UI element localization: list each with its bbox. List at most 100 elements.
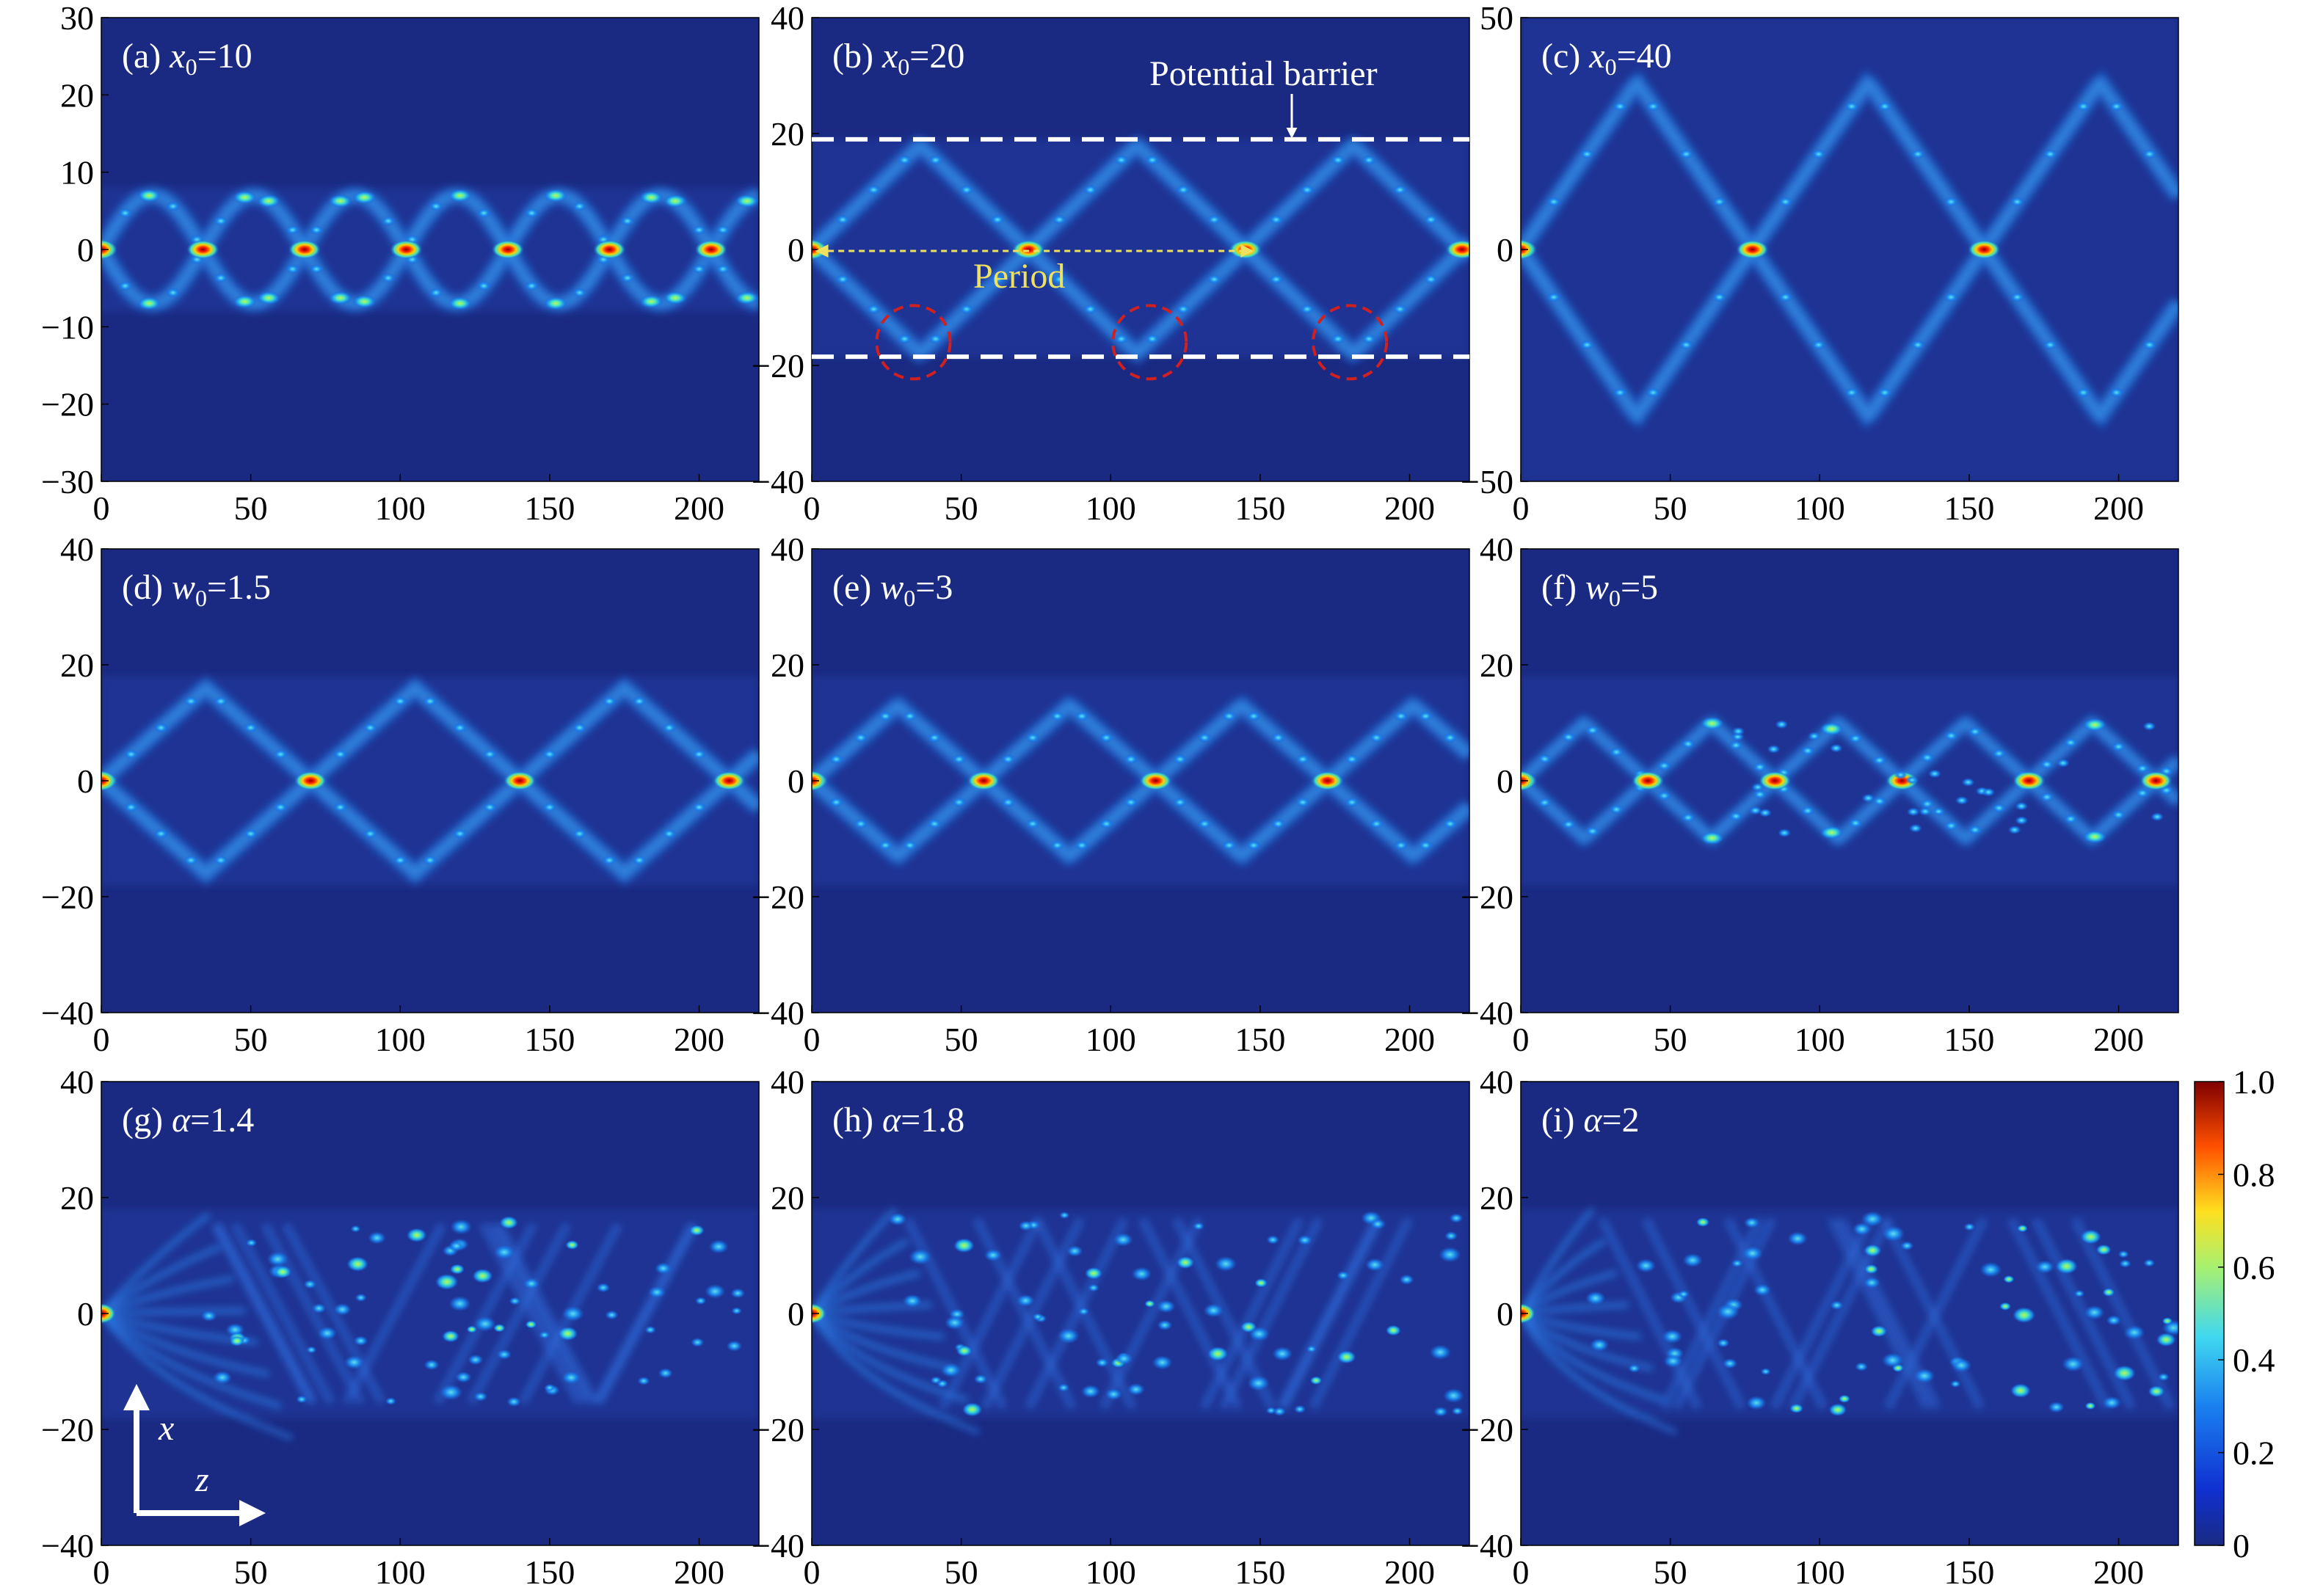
x-tick-label: 200 (1384, 1553, 1435, 1591)
x-tick-label: 100 (375, 489, 426, 527)
y-tick-label: 40 (771, 0, 804, 37)
x-tick-label: 0 (1513, 1021, 1530, 1058)
y-tick-label: −40 (752, 1527, 804, 1564)
colorbar-tick-label: 0.6 (2233, 1249, 2275, 1286)
x-tick-label: 100 (1795, 489, 1845, 527)
x-tick-label: 150 (1235, 1553, 1285, 1591)
x-tick-label: 200 (1384, 1021, 1435, 1058)
x-tick-label: 50 (1654, 1021, 1687, 1058)
y-tick-label: 40 (1480, 1063, 1513, 1101)
x-tick-label: 150 (524, 489, 575, 527)
x-tick-label: 200 (1384, 489, 1435, 527)
z-direction-label: z (195, 1460, 209, 1499)
panel-label: (a) x0=10 (122, 37, 252, 80)
y-tick-label: 40 (771, 531, 804, 568)
y-tick-label: 0 (1497, 231, 1513, 269)
x-tick-label: 50 (234, 489, 268, 527)
colorbar: 0 0.2 0.4 0.6 0.8 1.0 (2194, 1063, 2275, 1564)
y-tick-label: 0 (788, 231, 804, 269)
y-tick-label: 20 (60, 646, 94, 684)
x-tick-label: 200 (2093, 1021, 2144, 1058)
y-tick-label: 20 (60, 76, 94, 114)
y-tick-label: −40 (752, 463, 804, 500)
x-tick-label: 50 (945, 489, 978, 527)
x-tick-label: 100 (1086, 489, 1136, 527)
x-tick-label: 150 (1944, 1553, 1994, 1591)
intensity-field (1521, 676, 2178, 886)
y-tick-label: 0 (77, 762, 94, 800)
intensity-field (1521, 18, 2178, 481)
y-tick-label: 40 (60, 1063, 94, 1101)
x-tick-label: 0 (1513, 489, 1530, 527)
x-tick-label: 200 (674, 489, 724, 527)
x-tick-label: 0 (93, 1553, 110, 1591)
y-tick-label: 20 (1480, 646, 1513, 684)
panel-g: 0 50 100 150 200 −40 −20 0 20 40 (g) α=1.4 (41, 1063, 760, 1591)
y-tick-label: 40 (1480, 531, 1513, 568)
colorbar-tick-label: 1.0 (2233, 1063, 2275, 1101)
x-tick-label: 100 (1795, 1021, 1845, 1058)
y-tick-label: 0 (1497, 762, 1513, 800)
x-tick-label: 0 (804, 1021, 821, 1058)
panel-label: (h) α=1.8 (832, 1101, 964, 1140)
intensity-field (101, 186, 759, 313)
x-tick-label: 0 (93, 489, 110, 527)
colorbar-tick-label: 0.2 (2233, 1435, 2275, 1472)
panel-label: (b) x0=20 (832, 37, 964, 80)
y-tick-label: −40 (41, 1527, 94, 1564)
intensity-field (101, 1209, 759, 1440)
y-tick-label: 0 (788, 1295, 804, 1333)
x-tick-label: 100 (1795, 1553, 1845, 1591)
y-tick-label: 0 (77, 231, 94, 269)
x-tick-label: 50 (1654, 1553, 1687, 1591)
x-tick-label: 100 (1086, 1553, 1136, 1591)
y-tick-label: 20 (771, 115, 804, 153)
intensity-field (101, 675, 759, 886)
intensity-field (812, 134, 1469, 365)
x-tick-label: 100 (375, 1553, 426, 1591)
y-tick-label: −40 (1461, 994, 1513, 1032)
colorbar-tick-label: 0.8 (2233, 1156, 2275, 1193)
y-tick-label: −20 (752, 347, 804, 385)
y-tick-label: 10 (60, 154, 94, 192)
panel-label: (d) w0=1.5 (122, 568, 271, 611)
x-tick-label: 150 (1944, 1021, 1994, 1058)
y-tick-label: −40 (41, 994, 94, 1032)
panel-a: 0 50 100 150 200 −30 −20 −10 0 10 20 30 (a) x0=10 (41, 0, 760, 527)
y-tick-label: 40 (60, 531, 94, 568)
x-tick-label: 50 (1654, 489, 1687, 527)
intensity-field (1521, 1207, 2178, 1435)
y-tick-label: 30 (60, 0, 94, 37)
panel-label: (f) w0=5 (1541, 568, 1658, 611)
y-tick-label: 0 (1497, 1295, 1513, 1333)
y-tick-label: −20 (752, 1411, 804, 1449)
y-tick-label: −20 (1461, 878, 1513, 916)
panel-b-annotations: Potential barrier Period (812, 54, 1469, 381)
y-tick-label: 20 (1480, 1179, 1513, 1217)
intensity-field (812, 1207, 1469, 1435)
y-tick-label: −30 (41, 463, 94, 500)
y-tick-label: −20 (752, 878, 804, 916)
panel-label: (e) w0=3 (832, 568, 953, 611)
highlight-circle (875, 304, 952, 381)
y-tick-label: 20 (771, 646, 804, 684)
panel-i: 0 50 100 150 200 −40 −20 0 20 40 (i) α=2 (1461, 1063, 2179, 1591)
period-label: Period (973, 257, 1065, 296)
x-tick-label: 150 (1944, 489, 1994, 527)
panel-label: (i) α=2 (1541, 1101, 1640, 1140)
potential-barrier-label: Potential barrier (1149, 54, 1378, 93)
x-tick-label: 50 (234, 1021, 268, 1058)
panel-label: (g) α=1.4 (122, 1101, 254, 1140)
highlight-circle (1111, 304, 1188, 381)
x-tick-label: 200 (2093, 489, 2144, 527)
y-tick-label: 20 (771, 1179, 804, 1217)
x-direction-label: x (158, 1409, 174, 1448)
panel-h: 0 50 100 150 200 −40 −20 0 20 40 (h) α=1.8 (752, 1063, 1470, 1591)
x-tick-label: 200 (674, 1553, 724, 1591)
y-tick-label: −20 (41, 878, 94, 916)
axis-indicator: xz (123, 1384, 266, 1526)
